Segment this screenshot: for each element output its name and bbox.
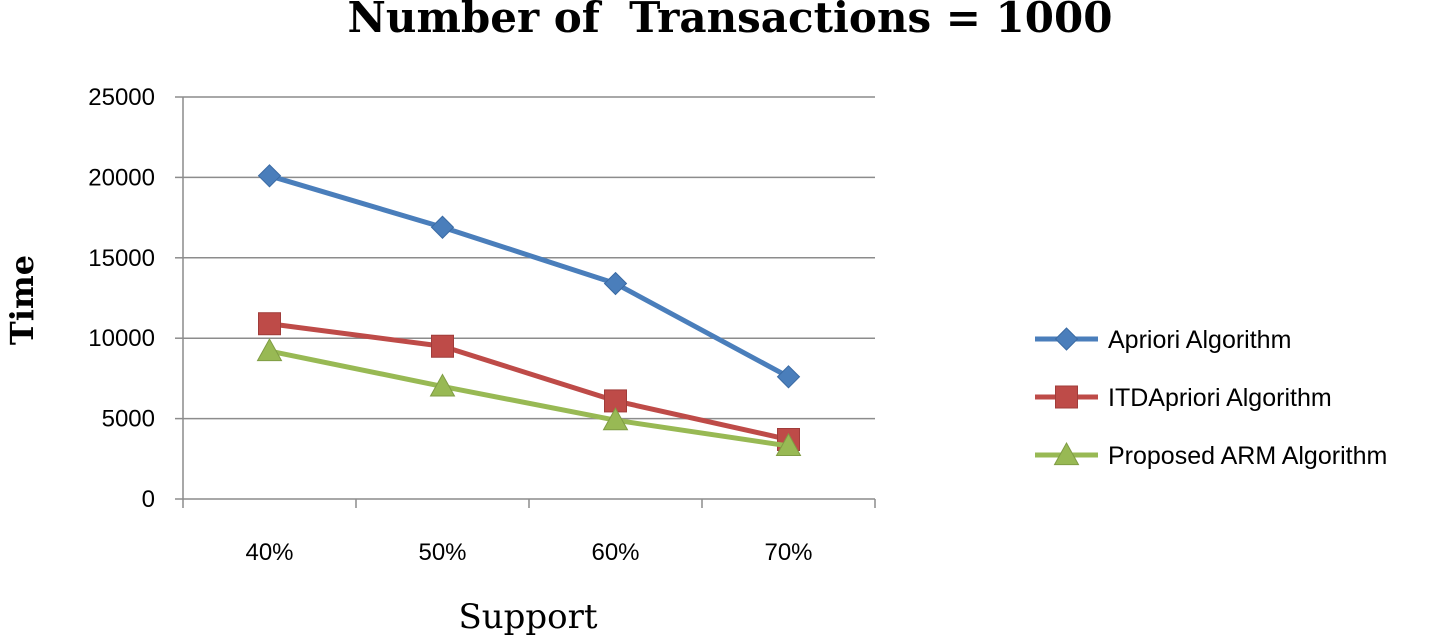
series-1 — [257, 164, 801, 389]
series-2 — [258, 312, 800, 452]
chart-title: Number of Transactions = 1000 — [348, 0, 1113, 42]
x-tick-labels: 40% 50% 60% 70% — [245, 539, 812, 566]
series-line — [269, 321, 790, 442]
legend: Apriori Algorithm ITDApriori Algorithm Pro… — [1035, 326, 1387, 470]
x-axis-title: Support — [458, 597, 597, 637]
y-tick-label: 15000 — [88, 245, 155, 272]
y-tick-labels: 0 5000 10000 15000 20000 25000 — [88, 84, 155, 513]
data-point-diamond — [776, 365, 801, 389]
data-point-diamond — [430, 215, 455, 239]
legend-label: ITDApriori Algorithm — [1108, 384, 1332, 412]
x-tick-label: 40% — [245, 539, 293, 566]
data-point-square — [258, 312, 281, 336]
data-point-diamond — [603, 271, 628, 296]
data-point-diamond — [257, 164, 282, 188]
legend-entry: Apriori Algorithm — [1035, 326, 1291, 354]
legend-label: Proposed ARM Algorithm — [1108, 442, 1387, 470]
data-point-triangle — [602, 407, 629, 431]
legend-entry: ITDApriori Algorithm — [1035, 384, 1332, 412]
y-tick-label: 0 — [142, 486, 155, 513]
legend-marker-square — [1055, 385, 1078, 409]
series-line — [268, 173, 790, 379]
legend-label: Apriori Algorithm — [1108, 326, 1291, 354]
series-line — [268, 348, 789, 449]
data-point-triangle — [775, 432, 802, 457]
series-3 — [256, 338, 802, 457]
y-tick-label: 25000 — [88, 84, 155, 111]
y-axis-title: Time — [3, 255, 41, 345]
y-tick-label: 5000 — [102, 406, 155, 433]
axes — [175, 96, 876, 508]
data-point-triangle — [256, 338, 283, 362]
data-point-square — [431, 334, 454, 358]
series-group — [256, 164, 802, 457]
x-tick-label: 70% — [764, 539, 812, 566]
data-point-triangle — [429, 373, 456, 397]
legend-marker-triangle — [1053, 441, 1080, 466]
x-tick-label: 60% — [591, 539, 639, 566]
y-tick-label: 10000 — [88, 325, 155, 352]
x-tick-label: 50% — [418, 539, 466, 566]
legend-entry: Proposed ARM Algorithm — [1035, 441, 1387, 470]
y-tick-label: 20000 — [88, 164, 155, 191]
legend-marker-diamond — [1054, 327, 1079, 351]
